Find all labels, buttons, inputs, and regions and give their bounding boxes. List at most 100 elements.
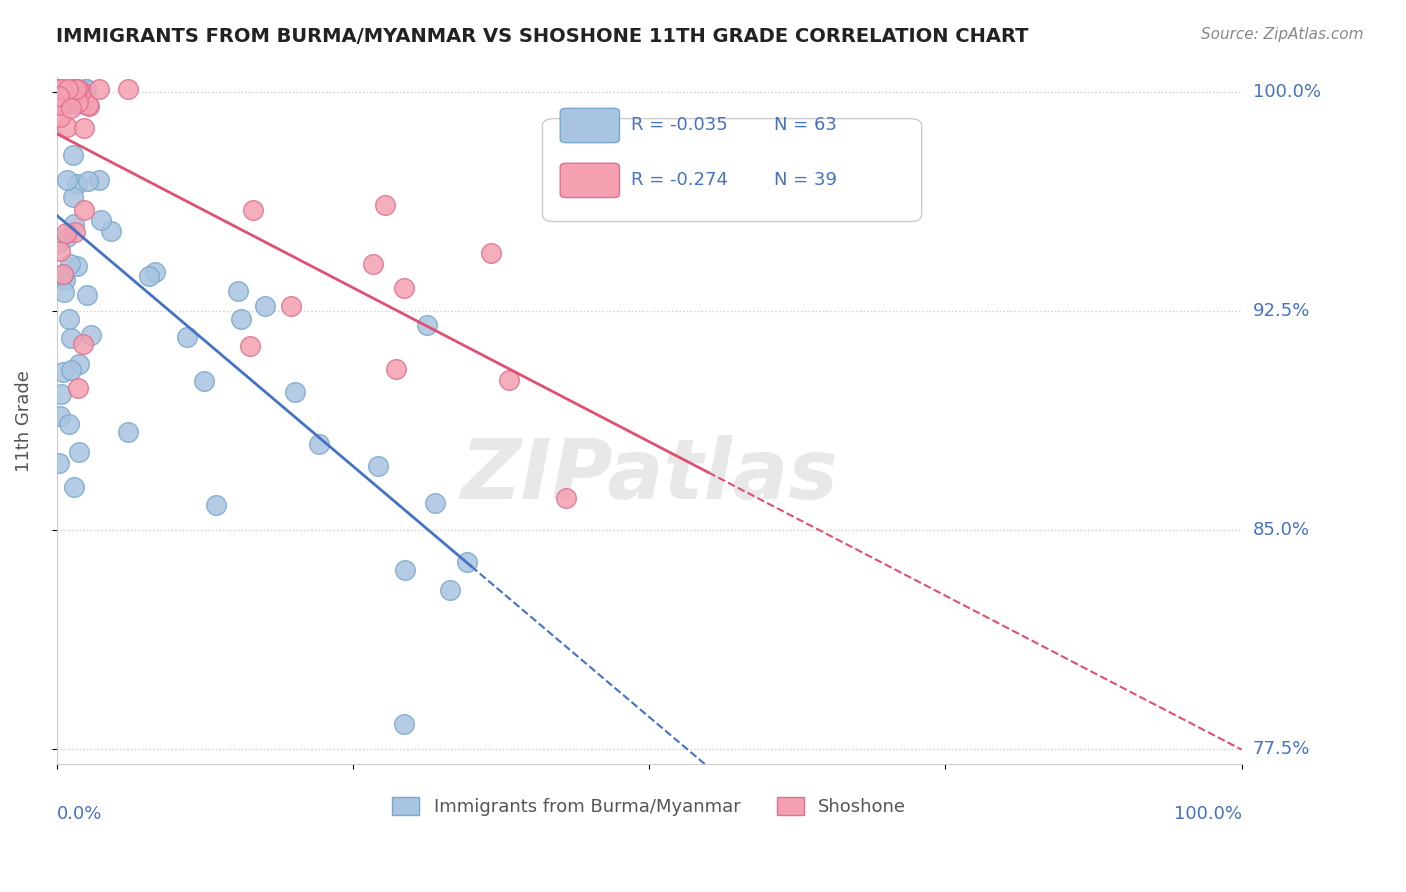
Point [193,374,215,388]
Point [48,88,70,103]
Point [56,172,79,186]
Point [76,287,98,301]
Text: 100.0%: 100.0% [1253,83,1320,101]
Point [46,82,69,96]
Point [49,409,72,423]
Point [46,94,69,108]
Point [58,85,80,99]
Point [67,82,90,96]
Text: 100.0%: 100.0% [1174,805,1241,823]
Point [46,82,69,96]
FancyBboxPatch shape [560,163,620,197]
Point [280,299,302,313]
Point [65,82,87,96]
Point [117,82,139,96]
Text: 85.0%: 85.0% [1253,521,1310,539]
Point [239,339,262,353]
Point [385,362,408,376]
Point [59,331,82,345]
Point [56,120,79,135]
Point [45,82,67,96]
FancyBboxPatch shape [543,119,922,221]
Point [65,259,87,273]
Text: 0.0%: 0.0% [56,805,103,823]
Point [55,230,77,244]
Point [66,95,89,109]
Text: 92.5%: 92.5% [1253,302,1310,320]
Point [66,177,89,191]
Text: N = 63: N = 63 [773,117,837,135]
Point [53,273,76,287]
Point [52,268,75,282]
Point [77,97,100,112]
Point [49,97,72,112]
Point [80,328,103,343]
Point [143,265,166,279]
Point [62,480,84,494]
Point [392,280,415,294]
Point [89,173,111,187]
Point [416,318,439,333]
Point [117,425,139,440]
FancyBboxPatch shape [560,108,620,143]
Text: ZIPatlas: ZIPatlas [460,435,838,516]
Point [46,82,69,96]
Text: Source: ZipAtlas.com: Source: ZipAtlas.com [1201,27,1364,42]
Point [72,96,94,111]
Point [439,582,461,597]
Point [58,417,80,432]
Point [48,82,70,96]
Point [46,235,69,250]
Point [392,717,415,731]
Legend: Immigrants from Burma/Myanmar, Shoshone: Immigrants from Burma/Myanmar, Shoshone [385,789,914,823]
Point [361,257,384,271]
Point [75,82,97,96]
Point [374,197,396,211]
Point [49,387,72,401]
Point [69,84,91,98]
Point [67,357,90,371]
Point [456,556,478,570]
Point [63,225,86,239]
Point [73,121,96,136]
Text: IMMIGRANTS FROM BURMA/MYANMAR VS SHOSHONE 11TH GRADE CORRELATION CHART: IMMIGRANTS FROM BURMA/MYANMAR VS SHOSHON… [56,27,1029,45]
Point [52,82,75,96]
Point [58,95,80,109]
Point [70,84,93,98]
Point [367,458,389,473]
Text: R = -0.274: R = -0.274 [631,171,728,189]
Point [62,83,84,97]
Point [284,385,307,400]
Point [75,82,97,96]
Point [48,82,70,96]
Point [226,284,249,298]
Point [63,217,86,231]
Point [60,82,83,96]
Point [49,97,72,112]
Point [72,336,94,351]
Point [138,269,160,284]
Text: R = -0.035: R = -0.035 [631,117,728,135]
Point [58,82,80,96]
Point [59,257,82,271]
Point [48,456,70,470]
Point [100,224,122,238]
Point [394,563,416,577]
Point [65,82,87,96]
Point [58,311,80,326]
Point [53,285,76,299]
Point [59,363,82,377]
Point [59,102,82,116]
Y-axis label: 11th Grade: 11th Grade [15,369,32,472]
Point [67,444,90,458]
Point [498,373,520,387]
Point [229,312,252,326]
Point [62,147,84,161]
Point [48,110,70,124]
Point [46,90,69,104]
Point [77,174,100,188]
Point [55,226,77,240]
Point [89,82,111,96]
Text: 77.5%: 77.5% [1253,740,1310,758]
Point [63,96,86,111]
